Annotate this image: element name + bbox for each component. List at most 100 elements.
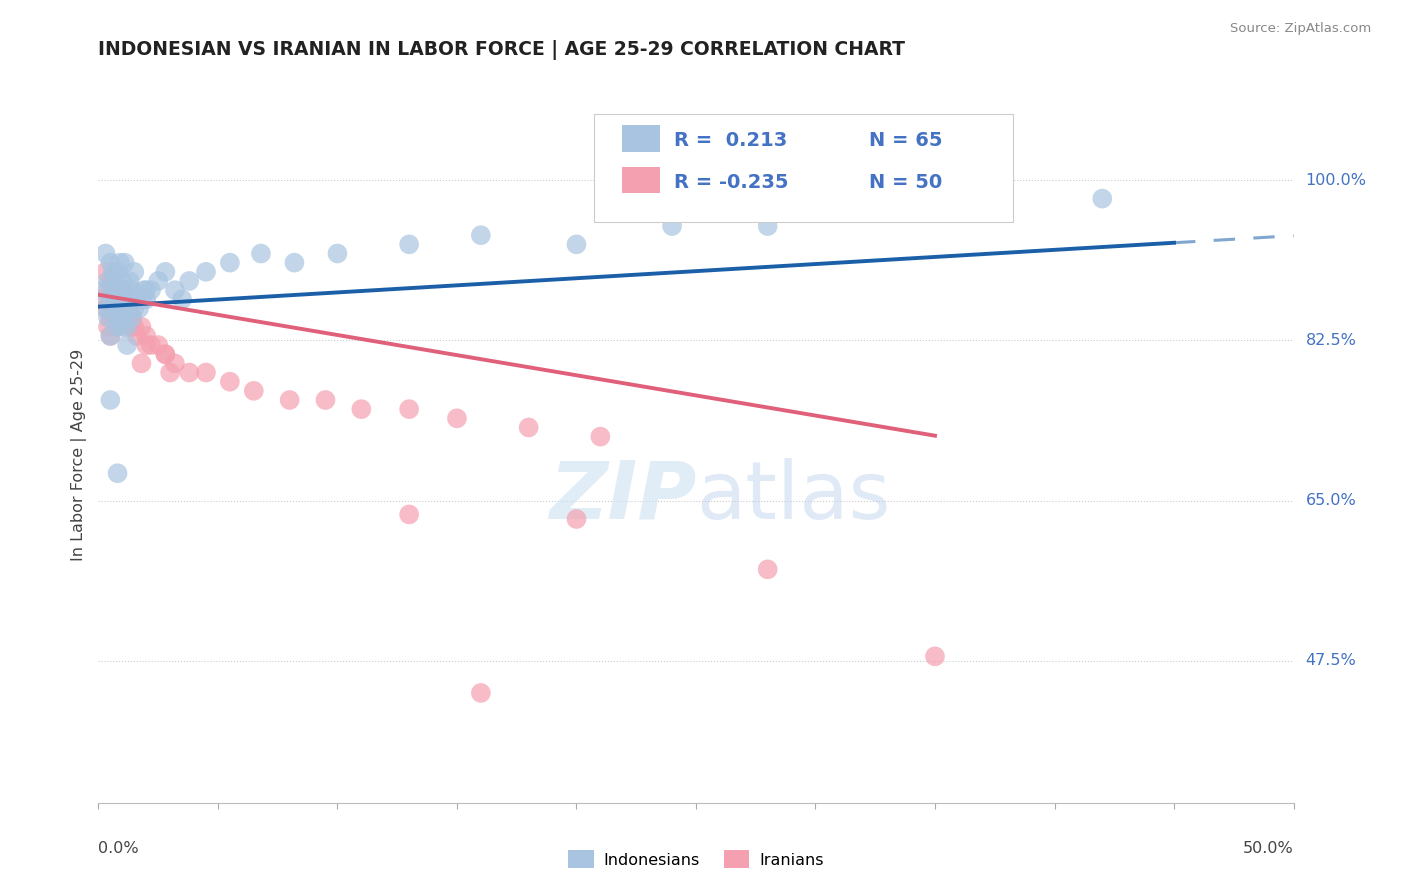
Point [107, 319, 129, 334]
Point [104, 274, 127, 288]
Point [125, 293, 148, 307]
Point [97, 310, 120, 325]
Point [104, 293, 127, 307]
Point [589, 429, 612, 443]
Point [139, 338, 162, 352]
Point [98, 329, 122, 343]
Point [111, 319, 134, 334]
Point [121, 319, 143, 334]
Point [115, 301, 138, 316]
Point [139, 283, 162, 297]
Point [1091, 192, 1114, 206]
Point [148, 338, 170, 352]
Point [135, 283, 157, 297]
Point [101, 301, 124, 316]
Point [104, 310, 127, 325]
Point [250, 246, 273, 260]
Point [159, 366, 181, 380]
Point [852, 201, 875, 215]
Point [94, 301, 117, 316]
Point [115, 338, 138, 352]
Point [101, 283, 124, 297]
Point [115, 283, 138, 297]
Point [972, 201, 994, 215]
Point [108, 255, 131, 269]
Point [108, 293, 131, 307]
Point [121, 310, 143, 325]
Point [97, 283, 120, 297]
Point [111, 283, 134, 297]
Point [131, 356, 153, 370]
Point [470, 686, 492, 700]
Point [111, 274, 134, 288]
Point [163, 283, 186, 297]
FancyBboxPatch shape [621, 125, 661, 152]
Point [91, 293, 114, 307]
Point [114, 310, 136, 325]
Point [565, 512, 588, 526]
Point [98, 293, 122, 307]
Point [135, 329, 157, 343]
Point [283, 255, 305, 269]
Point [756, 219, 779, 233]
Point [315, 392, 337, 407]
Point [148, 274, 170, 288]
Point [756, 562, 779, 576]
Text: 65.0%: 65.0% [1305, 493, 1357, 508]
Text: 47.5%: 47.5% [1305, 654, 1357, 668]
Legend: Indonesians, Iranians: Indonesians, Iranians [562, 844, 830, 875]
Point [179, 366, 201, 380]
Text: atlas: atlas [696, 458, 890, 536]
Point [111, 283, 134, 297]
Point [98, 310, 122, 325]
Point [155, 347, 177, 361]
FancyBboxPatch shape [621, 167, 661, 194]
Text: ZIP: ZIP [548, 458, 696, 536]
Point [121, 310, 143, 325]
Point [132, 283, 155, 297]
Point [111, 301, 134, 316]
Point [135, 338, 157, 352]
Point [97, 274, 120, 288]
Point [131, 319, 153, 334]
Point [104, 310, 127, 325]
Point [924, 649, 946, 664]
Point [565, 237, 588, 252]
Point [326, 246, 349, 260]
Point [98, 329, 122, 343]
Point [115, 319, 138, 334]
Y-axis label: In Labor Force | Age 25-29: In Labor Force | Age 25-29 [72, 349, 87, 561]
Text: N = 65: N = 65 [869, 131, 943, 150]
Point [124, 301, 146, 316]
Point [101, 265, 124, 279]
Point [98, 392, 122, 407]
Point [107, 467, 129, 481]
Point [107, 283, 129, 297]
Point [219, 375, 242, 389]
Point [243, 384, 266, 398]
Point [446, 411, 468, 425]
Point [107, 301, 129, 316]
Point [155, 347, 177, 361]
Point [118, 293, 141, 307]
FancyBboxPatch shape [595, 114, 1012, 222]
Point [91, 283, 114, 297]
Text: INDONESIAN VS IRANIAN IN LABOR FORCE | AGE 25-29 CORRELATION CHART: INDONESIAN VS IRANIAN IN LABOR FORCE | A… [98, 40, 905, 60]
Point [163, 356, 186, 370]
Point [104, 293, 127, 307]
Text: R = -0.235: R = -0.235 [675, 173, 789, 192]
Point [111, 301, 134, 316]
Point [115, 310, 138, 325]
Point [172, 293, 194, 307]
Point [107, 265, 129, 279]
Point [101, 301, 124, 316]
Point [98, 255, 122, 269]
Point [101, 283, 124, 297]
Point [125, 329, 148, 343]
Point [94, 265, 117, 279]
Point [108, 310, 131, 325]
Text: Source: ZipAtlas.com: Source: ZipAtlas.com [1230, 22, 1371, 36]
Point [124, 265, 146, 279]
Text: 100.0%: 100.0% [1305, 173, 1367, 188]
Text: N = 50: N = 50 [869, 173, 942, 192]
